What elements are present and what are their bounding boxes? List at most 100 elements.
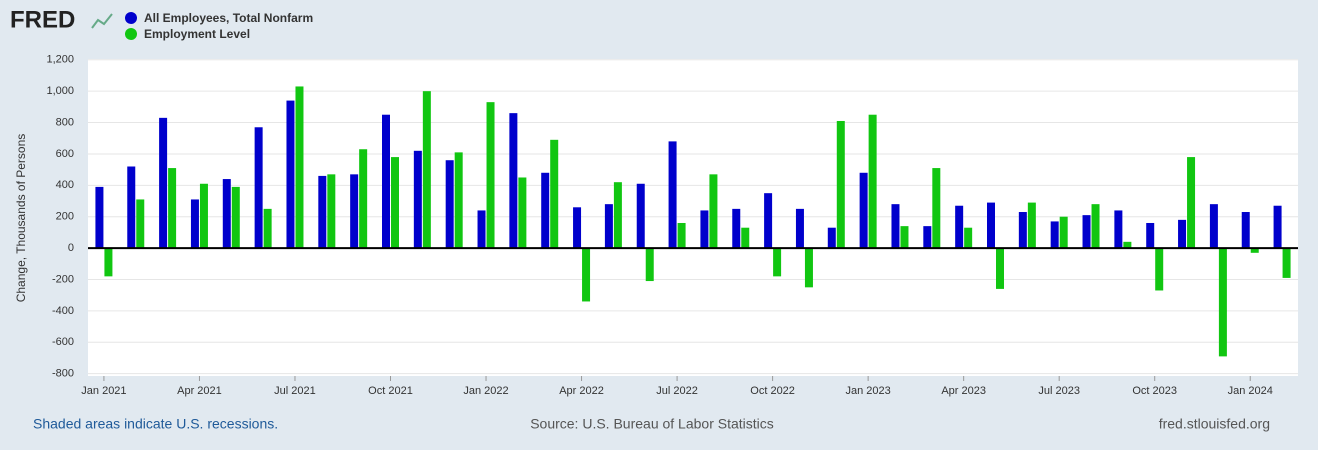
bar bbox=[327, 174, 336, 249]
x-tick-label: Jan 2024 bbox=[1228, 385, 1273, 397]
bar bbox=[573, 207, 582, 249]
bar bbox=[923, 226, 932, 249]
y-tick-label: -400 bbox=[52, 305, 74, 317]
bar bbox=[1018, 212, 1027, 249]
bar bbox=[636, 183, 645, 249]
legend-swatch bbox=[125, 28, 137, 40]
bar bbox=[1250, 248, 1259, 253]
x-tick-label: Jul 2022 bbox=[656, 385, 698, 397]
logo: FRED bbox=[10, 6, 75, 33]
y-tick-label: 0 bbox=[68, 242, 74, 254]
bar bbox=[350, 174, 359, 249]
bar bbox=[741, 227, 750, 249]
bar bbox=[1273, 205, 1282, 249]
bar bbox=[1178, 219, 1187, 249]
bar bbox=[645, 248, 654, 282]
bar bbox=[1059, 216, 1068, 249]
bar bbox=[900, 226, 909, 249]
y-tick-label: 1,000 bbox=[46, 85, 74, 97]
bar bbox=[987, 202, 995, 249]
bar bbox=[1050, 221, 1059, 249]
bar bbox=[891, 204, 900, 249]
bar bbox=[604, 204, 613, 249]
bar bbox=[1082, 215, 1091, 249]
bar bbox=[795, 208, 804, 249]
bar bbox=[709, 174, 718, 249]
x-tick-label: Apr 2022 bbox=[559, 385, 604, 397]
bar bbox=[518, 177, 527, 249]
bar bbox=[295, 86, 304, 249]
legend-label: All Employees, Total Nonfarm bbox=[144, 11, 313, 25]
bar bbox=[168, 168, 177, 249]
bar bbox=[199, 183, 208, 249]
bar bbox=[764, 193, 773, 249]
logo-icon bbox=[91, 13, 113, 29]
x-tick-label: Apr 2023 bbox=[941, 385, 986, 397]
bar bbox=[804, 248, 813, 288]
bar bbox=[263, 208, 272, 249]
y-tick-label: -800 bbox=[52, 368, 74, 380]
bar bbox=[477, 210, 486, 249]
x-tick-label: Jul 2023 bbox=[1038, 385, 1080, 397]
bar bbox=[868, 114, 877, 249]
bar bbox=[932, 168, 941, 249]
bar bbox=[509, 113, 518, 249]
bar bbox=[454, 152, 463, 249]
bar bbox=[136, 199, 145, 249]
bar bbox=[190, 199, 199, 249]
x-tick-label: Oct 2023 bbox=[1132, 385, 1177, 397]
bar bbox=[391, 157, 399, 249]
x-tick-label: Jan 2022 bbox=[463, 385, 508, 397]
bar bbox=[95, 186, 104, 249]
bar bbox=[382, 114, 390, 249]
legend-label: Employment Level bbox=[144, 27, 250, 41]
bar bbox=[700, 210, 709, 249]
x-tick-label: Oct 2021 bbox=[368, 385, 413, 397]
x-tick-label: Apr 2021 bbox=[177, 385, 222, 397]
bar bbox=[486, 102, 495, 249]
bar bbox=[222, 179, 231, 249]
bar bbox=[550, 139, 559, 249]
bar bbox=[286, 100, 295, 249]
bar bbox=[1027, 202, 1036, 249]
bar bbox=[413, 150, 422, 249]
bar bbox=[422, 91, 431, 249]
bar bbox=[159, 117, 168, 249]
bar bbox=[1114, 210, 1123, 249]
footer-url: fred.stlouisfed.org bbox=[1159, 416, 1270, 432]
bar bbox=[231, 186, 240, 249]
bar bbox=[445, 160, 454, 249]
bar bbox=[677, 222, 686, 249]
y-tick-label: 600 bbox=[56, 148, 74, 160]
bar bbox=[1241, 212, 1250, 249]
bar bbox=[1282, 248, 1291, 278]
x-tick-label: Jan 2023 bbox=[845, 385, 890, 397]
bar bbox=[836, 120, 845, 249]
y-tick-label: -200 bbox=[52, 273, 74, 285]
bar bbox=[668, 141, 677, 249]
bar bbox=[859, 172, 868, 249]
x-tick-label: Jul 2021 bbox=[274, 385, 316, 397]
bar bbox=[318, 175, 327, 249]
bar bbox=[359, 149, 368, 249]
y-tick-label: 800 bbox=[56, 116, 74, 128]
bar bbox=[1091, 204, 1100, 249]
bar bbox=[1123, 241, 1132, 249]
bar bbox=[1146, 222, 1155, 249]
bar bbox=[104, 248, 113, 277]
y-tick-label: -600 bbox=[52, 336, 74, 348]
bar bbox=[955, 205, 964, 249]
bar bbox=[582, 248, 591, 302]
footer-source: Source: U.S. Bureau of Labor Statistics bbox=[530, 416, 774, 432]
bar bbox=[1155, 248, 1164, 291]
x-tick-label: Jan 2021 bbox=[81, 385, 126, 397]
legend-swatch bbox=[125, 12, 137, 24]
y-axis-label: Change, Thousands of Persons bbox=[14, 134, 28, 303]
bar bbox=[254, 127, 263, 249]
bar bbox=[827, 227, 836, 249]
bar bbox=[773, 248, 782, 277]
x-tick-label: Oct 2022 bbox=[750, 385, 795, 397]
bar bbox=[732, 208, 741, 249]
y-tick-label: 1,200 bbox=[46, 54, 74, 66]
